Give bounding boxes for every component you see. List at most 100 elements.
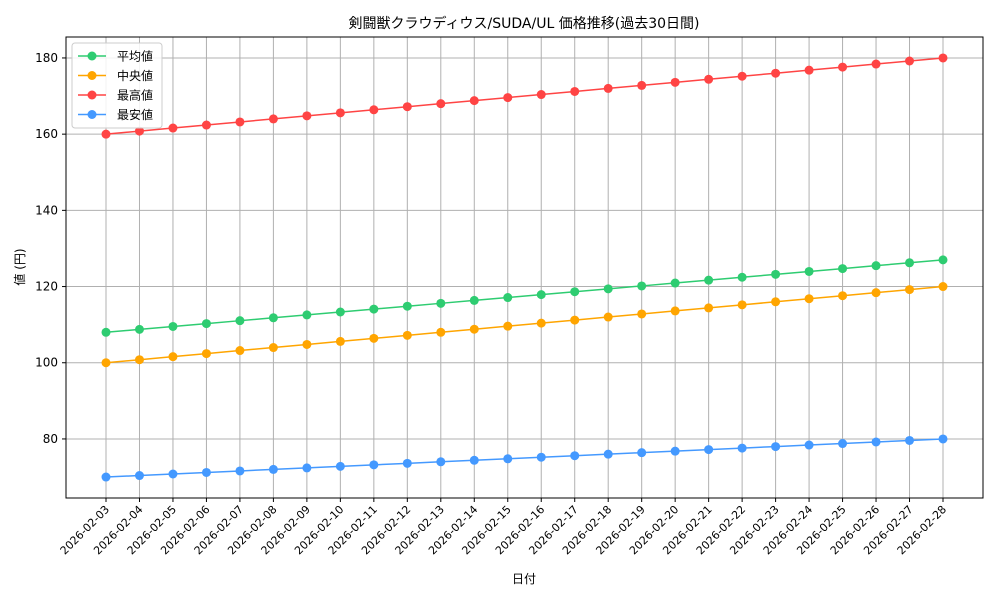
data-point bbox=[871, 288, 881, 298]
data-point bbox=[335, 307, 345, 317]
data-point bbox=[302, 111, 312, 121]
legend-item: 平均値 bbox=[78, 49, 153, 64]
data-point bbox=[637, 309, 647, 319]
data-point bbox=[838, 264, 848, 274]
data-point bbox=[268, 114, 278, 124]
data-point bbox=[469, 324, 479, 334]
data-point bbox=[469, 295, 479, 305]
data-point bbox=[871, 59, 881, 69]
series-line bbox=[105, 285, 944, 364]
series-0 bbox=[101, 255, 948, 337]
data-point bbox=[536, 318, 546, 328]
data-point bbox=[771, 269, 781, 279]
data-point bbox=[938, 434, 948, 444]
legend-marker bbox=[87, 51, 97, 61]
legend-item: 中央値 bbox=[78, 68, 153, 83]
data-point bbox=[804, 294, 814, 304]
data-point bbox=[771, 297, 781, 307]
data-point bbox=[168, 123, 178, 133]
legend-box bbox=[71, 42, 163, 129]
data-point bbox=[804, 266, 814, 276]
legend-marker bbox=[87, 90, 97, 100]
data-point bbox=[603, 284, 613, 294]
data-point bbox=[637, 448, 647, 458]
data-point bbox=[670, 306, 680, 316]
data-point bbox=[436, 327, 446, 337]
series-line bbox=[105, 57, 944, 135]
data-point bbox=[134, 355, 144, 365]
data-point bbox=[536, 90, 546, 100]
data-point bbox=[804, 65, 814, 75]
data-point bbox=[670, 446, 680, 456]
data-point bbox=[570, 451, 580, 461]
data-point bbox=[436, 457, 446, 467]
data-point bbox=[704, 74, 714, 84]
data-point bbox=[704, 275, 714, 285]
data-point bbox=[771, 68, 781, 78]
data-point bbox=[369, 304, 379, 314]
data-point bbox=[201, 319, 211, 329]
data-point bbox=[168, 469, 178, 479]
data-point bbox=[101, 327, 111, 337]
data-point bbox=[503, 321, 513, 331]
series-line bbox=[105, 259, 944, 334]
data-point bbox=[402, 301, 412, 311]
data-point bbox=[268, 343, 278, 353]
legend-item: 最高値 bbox=[78, 88, 153, 103]
series-1 bbox=[101, 282, 948, 368]
data-point bbox=[871, 261, 881, 271]
series-layer bbox=[101, 53, 948, 482]
data-point bbox=[570, 315, 580, 325]
data-point bbox=[536, 452, 546, 462]
series-line bbox=[105, 438, 944, 478]
data-point bbox=[905, 258, 915, 268]
data-point bbox=[235, 117, 245, 127]
y-tick-label: 100 bbox=[35, 356, 58, 370]
y-tick-label: 120 bbox=[35, 280, 58, 294]
data-point bbox=[201, 467, 211, 477]
data-point bbox=[335, 461, 345, 471]
data-point bbox=[603, 83, 613, 93]
data-point bbox=[838, 439, 848, 449]
data-point bbox=[871, 437, 881, 447]
data-point bbox=[603, 312, 613, 322]
y-ticks: 80 100 120 140 160 180 bbox=[35, 51, 66, 446]
data-point bbox=[369, 333, 379, 343]
data-point bbox=[905, 56, 915, 66]
data-point bbox=[402, 102, 412, 112]
legend-marker bbox=[87, 71, 97, 80]
data-point bbox=[402, 330, 412, 340]
series-2 bbox=[101, 53, 948, 139]
legend-label: 最安値 bbox=[117, 107, 153, 122]
data-point bbox=[503, 93, 513, 103]
plot-frame bbox=[65, 36, 984, 499]
data-point bbox=[268, 464, 278, 474]
data-point bbox=[670, 77, 680, 87]
legend-label: 中央値 bbox=[117, 68, 153, 83]
data-point bbox=[335, 108, 345, 118]
data-point bbox=[737, 300, 747, 310]
data-point bbox=[201, 120, 211, 130]
grid bbox=[66, 37, 983, 498]
data-point bbox=[101, 129, 111, 139]
data-point bbox=[235, 466, 245, 476]
data-point bbox=[503, 454, 513, 464]
data-point bbox=[302, 310, 312, 320]
data-point bbox=[704, 445, 714, 455]
data-point bbox=[101, 472, 111, 482]
legend-label: 平均値 bbox=[117, 49, 153, 64]
data-point bbox=[134, 471, 144, 481]
data-point bbox=[168, 321, 178, 331]
data-point bbox=[268, 313, 278, 323]
data-point bbox=[670, 278, 680, 288]
data-point bbox=[302, 463, 312, 473]
data-point bbox=[771, 442, 781, 452]
data-point bbox=[838, 62, 848, 72]
data-point bbox=[168, 352, 178, 362]
data-point bbox=[938, 53, 948, 63]
data-point bbox=[536, 290, 546, 300]
data-point bbox=[369, 105, 379, 115]
data-point bbox=[838, 291, 848, 301]
